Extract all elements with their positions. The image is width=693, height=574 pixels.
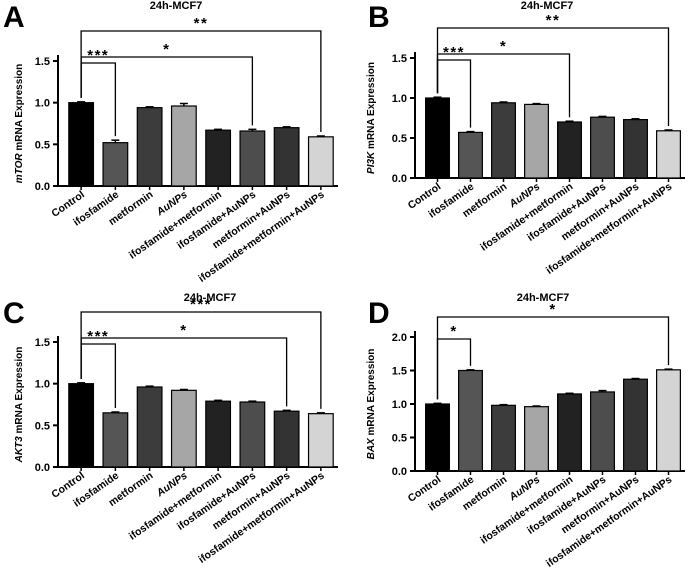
bar-metformin-aunps — [623, 378, 648, 472]
y-tick-label: 0.0 — [392, 173, 407, 185]
y-axis-gene: AKT3 — [14, 436, 25, 464]
bar-ifosfamide — [458, 369, 483, 472]
y-axis-label: AKT3 mRNA Expression — [14, 347, 25, 464]
y-axis-label: PI3K mRNA Expression — [366, 62, 377, 174]
significance-bracket: ** — [80, 15, 322, 132]
bar-aunps — [524, 103, 549, 179]
bar-ifosfamide-aunps — [590, 116, 615, 179]
bar-metformin-aunps — [273, 410, 300, 468]
significance-bracket: *** — [80, 296, 322, 409]
chart-title: 24h-MCF7 — [150, 0, 203, 12]
y-tick-label: 0.5 — [392, 433, 407, 445]
bar-ifosfamide-metformin-aunps — [656, 130, 681, 179]
y-axis-label-suffix: mRNA Expression — [14, 347, 25, 437]
chart-title: 24h-MCF7 — [521, 0, 574, 12]
significance-label: ** — [194, 15, 209, 32]
y-tick-label: 1.5 — [35, 56, 50, 68]
bar-ifosfamide-metformin — [557, 393, 582, 472]
y-axis-gene: BAX — [366, 437, 377, 459]
bar-metformin — [136, 386, 163, 468]
bar-ifosfamide-metformin-aunps — [656, 369, 681, 472]
chart-title: 24h-MCF7 — [517, 292, 570, 304]
bar-ifosfamide-metformin-aunps — [307, 136, 334, 187]
y-tick-label: 1.5 — [35, 337, 50, 349]
bar-aunps — [170, 389, 197, 468]
y-axis-label-suffix: mRNA Expression — [366, 349, 377, 439]
bar-metformin-aunps — [273, 127, 300, 187]
y-axis-gene: PI3K — [366, 151, 377, 174]
significance-bracket: * — [436, 301, 670, 400]
bar-ifosfamide-metformin — [557, 121, 582, 179]
bar-ifosfamide-metformin — [205, 129, 232, 187]
bracket-line — [80, 30, 322, 132]
significance-label: * — [500, 38, 507, 55]
y-tick-label: 1.0 — [35, 379, 50, 391]
y-axis-label: BAX mRNA Expression — [366, 349, 377, 460]
y-tick-label: 0.0 — [392, 466, 407, 478]
y-axis-label-suffix: mRNA Expression — [366, 62, 377, 152]
bar-metformin — [491, 404, 516, 472]
y-axis-label-suffix: mRNA Expression — [14, 64, 25, 154]
bar-metformin-aunps — [623, 118, 648, 179]
panel-letter: D — [368, 297, 390, 330]
bar-metformin — [136, 107, 163, 187]
panel-letter: A — [3, 1, 25, 34]
bracket-line — [80, 311, 322, 409]
chart-panel-a: A 24h-MCF7 mTOR mRNA Expression 0.0 0.5 1.0 1.… — [3, 0, 338, 285]
bar-ifosfamide — [458, 131, 483, 179]
y-tick-label: 1.0 — [35, 98, 50, 110]
y-tick-label: 1.0 — [392, 93, 407, 105]
y-tick-label: 0.0 — [35, 462, 50, 474]
bar-ifosfamide-aunps — [239, 130, 266, 187]
significance-label: * — [163, 41, 170, 58]
significance-label: ** — [546, 12, 561, 29]
y-axis-label: mTOR mRNA Expression — [14, 64, 25, 183]
y-tick-label: 0.0 — [35, 181, 50, 193]
bar-control — [68, 102, 95, 187]
significance-label: * — [180, 322, 187, 339]
bar-ifosfamide-metformin-aunps — [307, 413, 334, 468]
bracket-line — [436, 27, 670, 126]
bar-aunps — [170, 105, 197, 187]
significance-label: *** — [87, 328, 109, 345]
y-tick-label: 0.5 — [35, 420, 50, 432]
y-tick-label: 1.5 — [392, 366, 407, 378]
bar-ifosfamide — [102, 412, 129, 468]
chart-panel-c: C 24h-MCF7 AKT3 mRNA Expression 0.0 0.5 1.0 1.… — [3, 292, 338, 566]
bar-metformin — [491, 102, 516, 179]
significance-label: * — [450, 323, 457, 340]
bar-control — [425, 97, 450, 179]
significance-label: *** — [87, 47, 109, 64]
y-tick-label: 1.0 — [392, 399, 407, 411]
y-tick-label: 1.5 — [392, 53, 407, 65]
significance-bracket: ** — [436, 12, 670, 126]
bracket-line — [436, 316, 670, 400]
bar-ifosfamide-metformin — [205, 400, 232, 468]
panel-letter: B — [368, 1, 390, 34]
y-tick-label: 0.5 — [35, 139, 50, 151]
significance-label: * — [549, 301, 556, 318]
bracket-line — [80, 56, 254, 126]
significance-label: *** — [190, 296, 212, 313]
chart-title: 24h-MCF7 — [184, 292, 237, 304]
bar-ifosfamide-aunps — [239, 401, 266, 468]
bar-aunps — [524, 406, 549, 472]
bar-control — [425, 403, 450, 472]
significance-label: *** — [443, 44, 465, 61]
panel-letter: C — [3, 297, 25, 330]
y-tick-label: 2.0 — [392, 332, 407, 344]
y-tick-label: 0.5 — [392, 133, 407, 145]
bar-ifosfamide-aunps — [590, 391, 615, 472]
chart-panel-b: B 24h-MCF7 PI3K mRNA Expression 0.0 0.5 1.0 1.… — [366, 0, 685, 277]
y-axis-gene: mTOR — [14, 153, 25, 184]
bar-control — [68, 383, 95, 468]
chart-panel-d: D 24h-MCF7 BAX mRNA Expression 0.0 0.5 1.0 1.5… — [366, 292, 685, 570]
bar-ifosfamide — [102, 142, 129, 187]
